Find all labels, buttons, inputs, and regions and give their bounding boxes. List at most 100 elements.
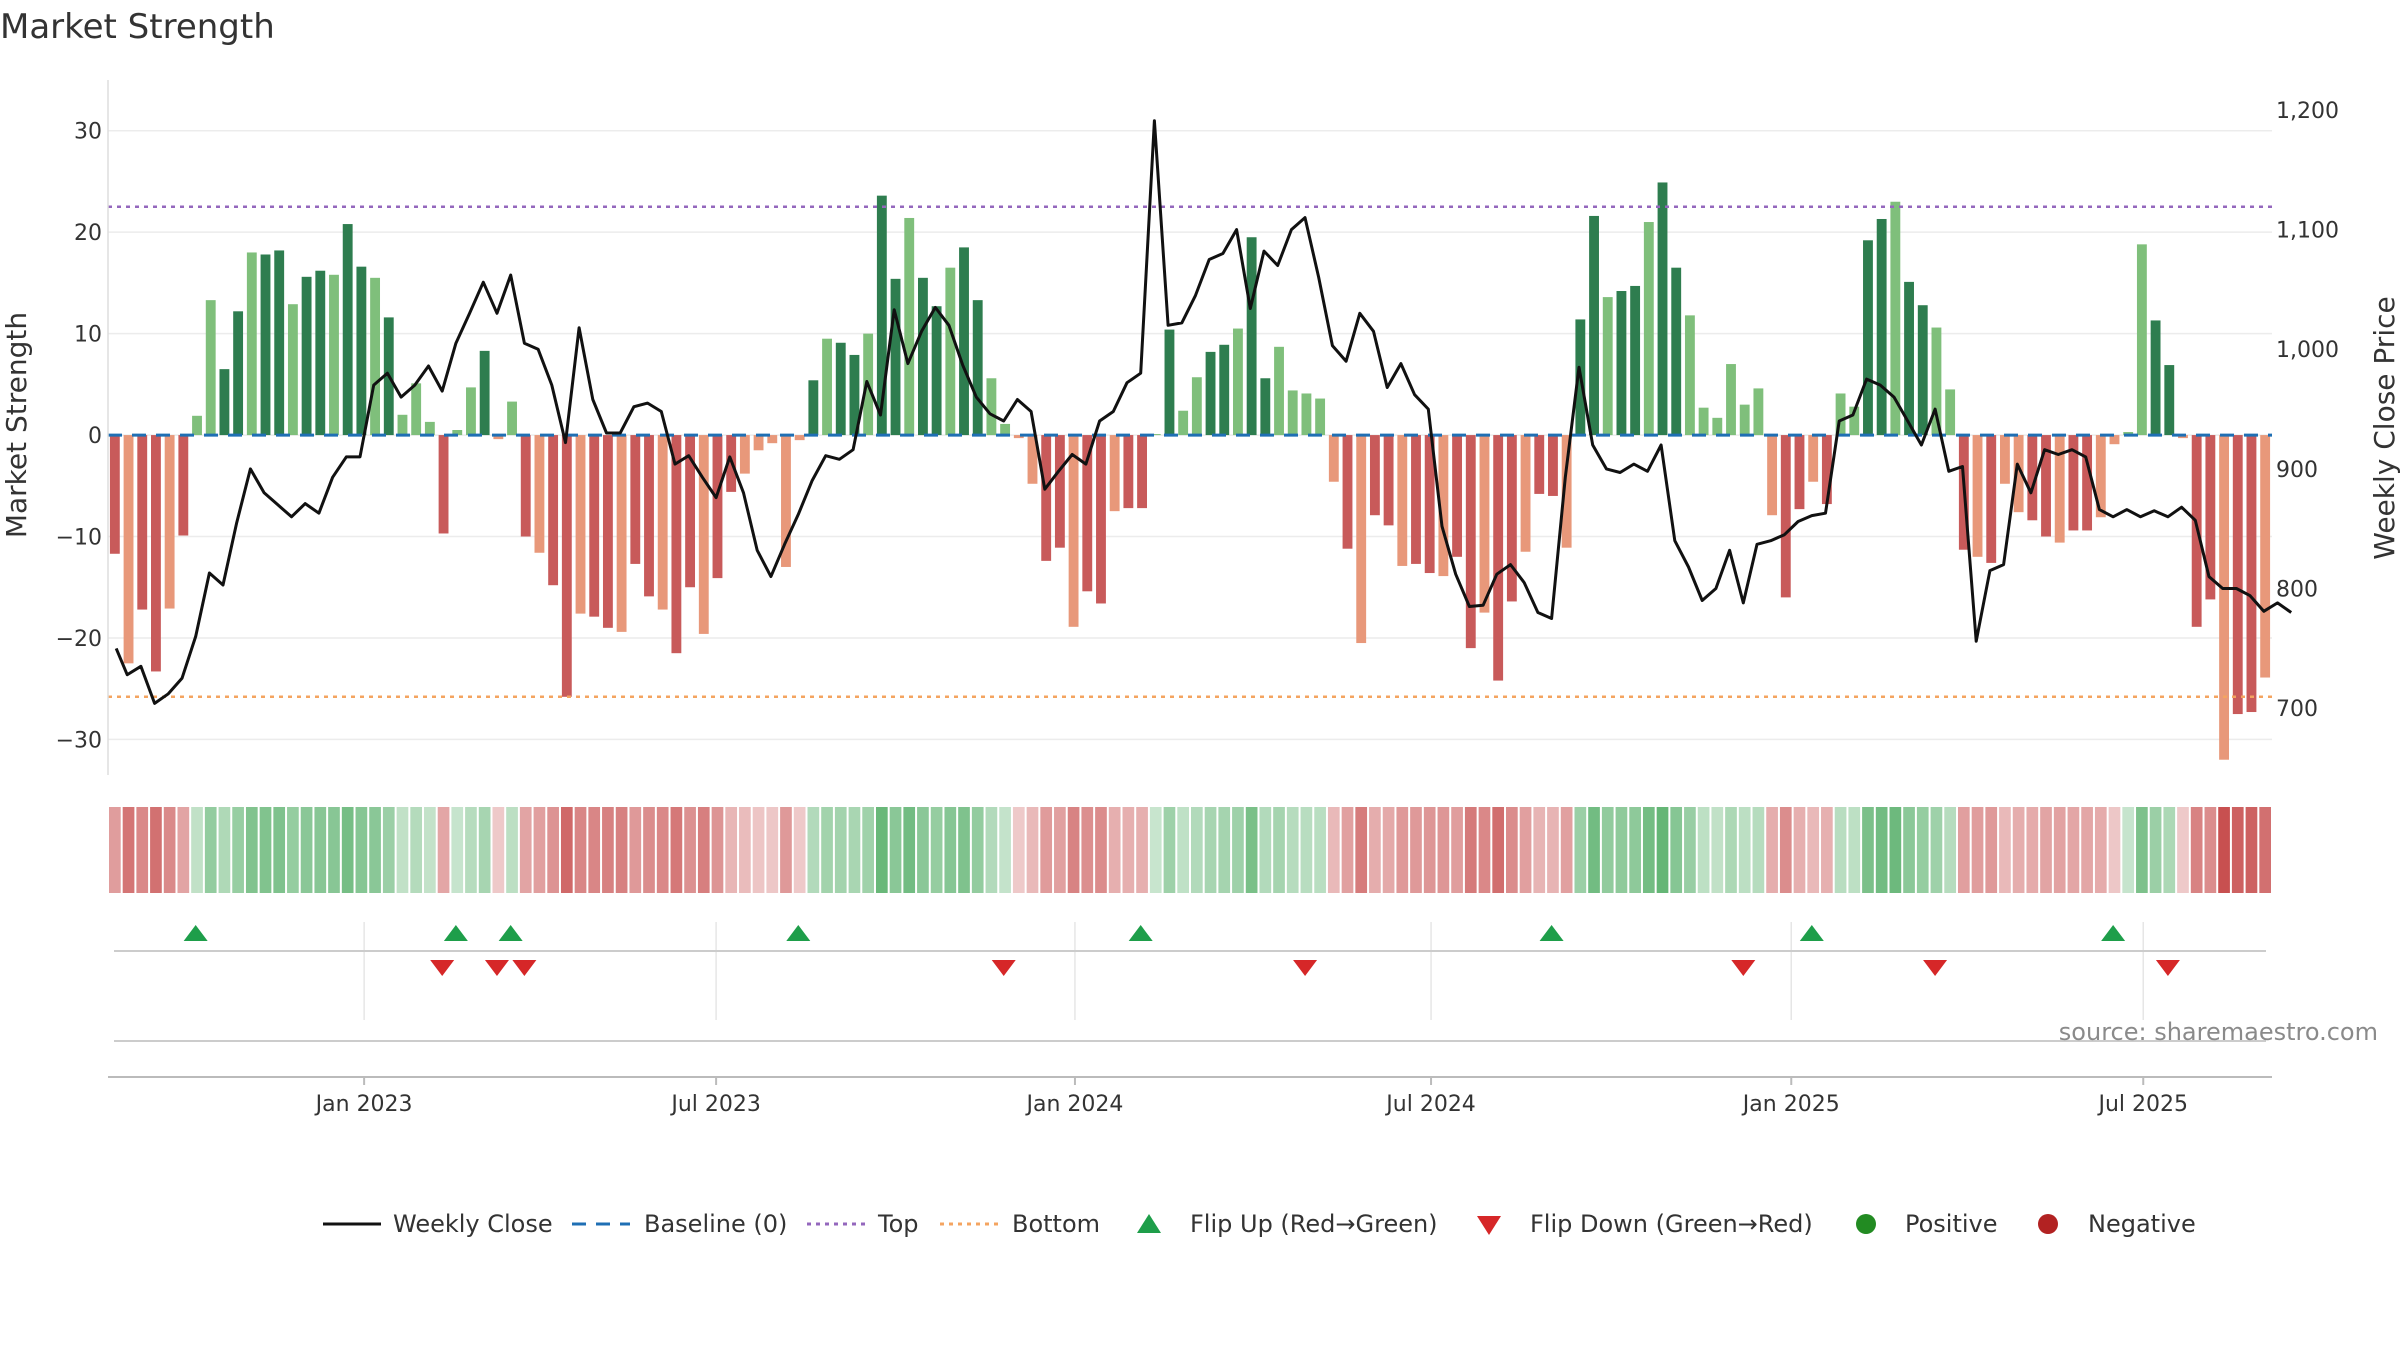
strip-cell (1629, 807, 1641, 893)
strength-bar (1945, 389, 1956, 436)
strip-cell (1218, 807, 1231, 893)
strip-cell (917, 807, 929, 893)
strength-bar (685, 435, 696, 588)
strip-cell (1547, 807, 1559, 893)
strip-cell (1478, 807, 1491, 893)
strip-cell (245, 807, 258, 893)
left-tick-label: 30 (74, 120, 102, 145)
strength-bar (438, 435, 449, 534)
strip-cell (314, 807, 327, 893)
flip-down-marker (484, 960, 509, 976)
strip-cell (465, 807, 477, 893)
strip-cell (615, 807, 628, 893)
strip-cell (478, 807, 491, 893)
strip-cell (328, 807, 340, 893)
strip-cell (2053, 807, 2066, 893)
strength-bar (1191, 377, 1202, 436)
strength-bar (1315, 398, 1326, 436)
strip-cell (2026, 807, 2039, 893)
strength-bar (2219, 435, 2229, 760)
strength-bar (2246, 435, 2257, 713)
strength-bar (1205, 351, 1216, 436)
strip-cell (1903, 807, 1915, 893)
right-tick-label: 1,200 (2276, 99, 2339, 124)
strip-cell (1725, 807, 1737, 893)
strength-bar (1411, 435, 1421, 564)
strength-bar (753, 435, 764, 451)
strip-cell (999, 807, 1011, 893)
strip-cell (287, 807, 299, 893)
strength-bar (493, 435, 504, 440)
left-tick-label: −10 (56, 526, 102, 551)
strip-cell (1779, 807, 1792, 893)
strength-bar (1616, 291, 1627, 436)
strength-bar (1780, 435, 1791, 598)
strength-bar (1479, 435, 1490, 613)
strip-cell (1697, 807, 1710, 893)
strength-bar (671, 435, 682, 654)
strength-bar (1630, 285, 1641, 436)
strip-cell (2177, 807, 2189, 893)
strength-bar (520, 435, 531, 537)
strip-cell (1067, 807, 1080, 893)
strip-cell (204, 807, 217, 893)
legend-weekly-close: Weekly Close (393, 1210, 553, 1238)
strength-bar (657, 435, 668, 610)
strip-cell (1944, 807, 1956, 893)
strength-bar (1041, 435, 1052, 561)
strip-cell (1259, 807, 1272, 893)
strength-bar (1767, 435, 1778, 516)
strip-cell (1191, 807, 1203, 893)
legend-flip-down-icon (1477, 1216, 1501, 1235)
strength-bar (2232, 435, 2243, 715)
strip-cell (1095, 807, 1107, 893)
strength-bar (287, 304, 298, 436)
strip-cell (1807, 807, 1820, 893)
strength-bar (1219, 344, 1230, 436)
strength-bar (1589, 215, 1599, 436)
strip-cell (1108, 807, 1121, 893)
strip-cell (2245, 807, 2258, 893)
strip-cell (560, 807, 573, 893)
strength-bar (1438, 435, 1449, 577)
strength-bar (1835, 393, 1846, 436)
strength-bar (1301, 393, 1312, 436)
strip-cell (396, 807, 409, 893)
strip-cell (1437, 807, 1450, 893)
strip-cell (684, 807, 696, 893)
flip-down-marker (991, 960, 1016, 976)
strength-bar (959, 247, 969, 436)
legend-positive: Positive (1905, 1210, 1998, 1238)
strength-bar (246, 252, 257, 436)
strip-cell (1519, 807, 1532, 893)
strip-cell (163, 807, 176, 893)
strip-cell (1615, 807, 1628, 893)
strength-bar (698, 435, 709, 634)
strength-bar (1794, 435, 1805, 510)
x-tick-label: Jan 2025 (1741, 1092, 1840, 1117)
strength-bar (876, 195, 887, 436)
strip-cell (150, 807, 162, 893)
legend-flip-up-icon (1137, 1214, 1161, 1233)
strength-bar (1424, 435, 1435, 574)
strength-bar (260, 254, 271, 436)
strength-bar (1452, 435, 1463, 557)
strip-cell (1930, 807, 1943, 893)
strip-cell (1136, 807, 1148, 893)
strip-cell (1738, 807, 1751, 893)
strip-cell (670, 807, 683, 893)
bars-layer (109, 182, 2271, 760)
strip-cell (1396, 807, 1409, 893)
strength-bar (1274, 346, 1284, 436)
legend-baseline: Baseline (0) (644, 1210, 787, 1238)
strip-cell (2231, 807, 2244, 893)
strength-bar (1684, 315, 1695, 436)
strip-cell (1821, 807, 1833, 893)
strength-bar (1369, 435, 1380, 516)
strength-bar (644, 435, 654, 597)
strength-bar (1233, 328, 1243, 436)
strip-cell (1711, 807, 1724, 893)
strip-cell (588, 807, 601, 893)
legend-negative: Negative (2088, 1210, 2196, 1238)
flip-down-marker (430, 960, 455, 976)
